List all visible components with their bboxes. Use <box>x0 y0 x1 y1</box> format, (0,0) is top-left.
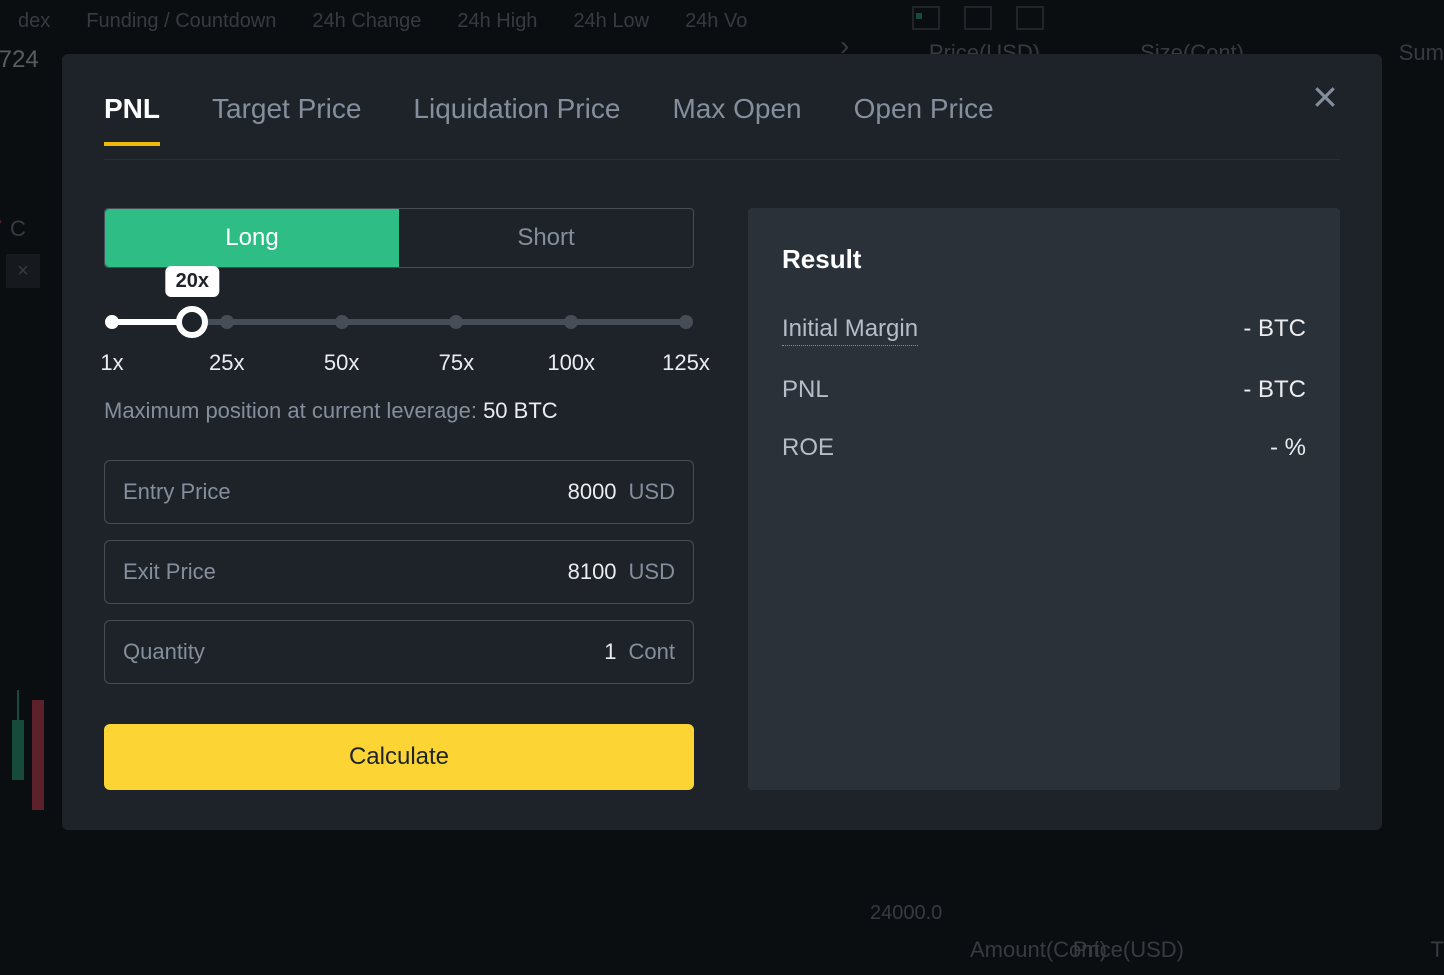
exit-price-label: Exit Price <box>123 559 216 585</box>
bg-orderbook-icons <box>912 6 1044 30</box>
slider-value-label: 20x <box>166 266 219 297</box>
result-value: - BTC <box>1243 315 1306 346</box>
slider-tick[interactable] <box>220 315 234 329</box>
quantity-field[interactable]: Quantity Cont <box>104 620 694 684</box>
quantity-input[interactable] <box>205 639 629 665</box>
close-icon[interactable] <box>1310 82 1340 117</box>
bg-sum-header: Sum <box>1399 40 1444 66</box>
tab-target-price[interactable]: Target Price <box>212 93 361 145</box>
bg-price-tick: 24000.0 <box>870 902 942 925</box>
tab-liquidation-price[interactable]: Liquidation Price <box>413 93 620 145</box>
result-value: - % <box>1270 434 1306 462</box>
long-button[interactable]: Long <box>105 209 399 267</box>
leverage-slider[interactable]: 20x 1x25x50x75x100x125x Maximum position… <box>104 312 694 424</box>
slider-tick-label: 75x <box>439 350 474 376</box>
tab-max-open[interactable]: Max Open <box>672 93 801 145</box>
result-key: PNL <box>782 376 829 404</box>
max-position-text: Maximum position at current leverage: 50… <box>104 398 694 424</box>
result-row: Initial Margin - BTC <box>782 315 1306 346</box>
calculate-button[interactable]: Calculate <box>104 724 694 790</box>
exit-price-unit: USD <box>629 559 675 585</box>
tab-open-price[interactable]: Open Price <box>854 93 994 145</box>
result-row: PNL - BTC <box>782 376 1306 404</box>
bg-bottom-amount: Amount(Cont) <box>870 937 1107 963</box>
slider-tick-label: 125x <box>662 350 710 376</box>
result-value: - BTC <box>1243 376 1306 404</box>
slider-tick[interactable] <box>105 315 119 329</box>
slider-tick[interactable] <box>564 315 578 329</box>
calculator-inputs-panel: Long Short 20x 1x25x50x75x100x125x Maxim… <box>104 208 694 790</box>
bg-seven: 7 <box>0 216 2 242</box>
entry-price-unit: USD <box>629 479 675 505</box>
exit-price-input[interactable] <box>216 559 629 585</box>
result-key: ROE <box>782 434 834 462</box>
slider-tick-labels: 1x25x50x75x100x125x <box>112 350 686 378</box>
bg-candlestick-icon <box>4 700 64 840</box>
bg-t-letter: T <box>1431 937 1444 963</box>
quantity-label: Quantity <box>123 639 205 665</box>
entry-price-field[interactable]: Entry Price USD <box>104 460 694 524</box>
entry-price-label: Entry Price <box>123 479 231 505</box>
result-title: Result <box>782 244 1306 275</box>
short-button[interactable]: Short <box>399 209 693 267</box>
bg-market-headers: dex Funding / Countdown 24h Change 24h H… <box>0 10 747 33</box>
bg-c-letter: C <box>10 216 26 242</box>
slider-handle[interactable] <box>176 306 208 338</box>
long-short-toggle: Long Short <box>104 208 694 268</box>
slider-tick-label: 25x <box>209 350 244 376</box>
slider-tick[interactable] <box>449 315 463 329</box>
slider-tick-label: 50x <box>324 350 359 376</box>
result-key: Initial Margin <box>782 315 918 346</box>
slider-tick[interactable] <box>335 315 349 329</box>
exit-price-field[interactable]: Exit Price USD <box>104 540 694 604</box>
bg-partial-number: ,724 <box>0 46 39 74</box>
quantity-unit: Cont <box>629 639 675 665</box>
entry-price-input[interactable] <box>231 479 629 505</box>
slider-tick-label: 1x <box>100 350 123 376</box>
tab-row: PNL Target Price Liquidation Price Max O… <box>104 78 1340 160</box>
tab-pnl[interactable]: PNL <box>104 93 160 145</box>
slider-tick-label: 100x <box>547 350 595 376</box>
result-row: ROE - % <box>782 434 1306 462</box>
slider-tick[interactable] <box>679 315 693 329</box>
bg-close-square: × <box>6 254 40 288</box>
calculator-modal: PNL Target Price Liquidation Price Max O… <box>62 54 1382 830</box>
result-panel: Result Initial Margin - BTC PNL - BTC ROE - % <box>748 208 1340 790</box>
